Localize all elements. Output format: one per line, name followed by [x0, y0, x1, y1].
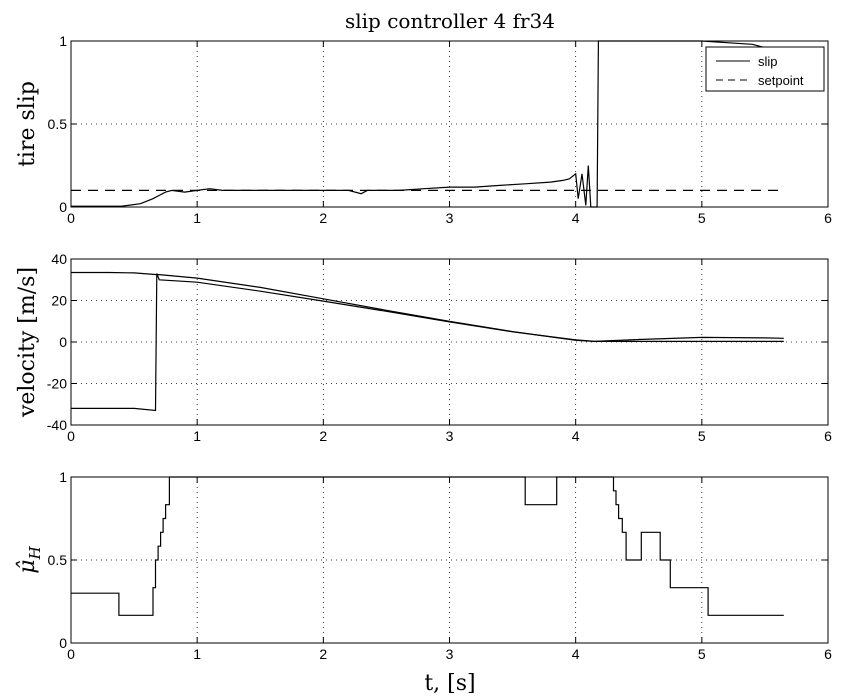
x-tick-label: 2	[319, 210, 327, 226]
x-tick-label: 1	[193, 428, 201, 444]
x-tick-label: 1	[193, 210, 201, 226]
legend-box	[705, 46, 825, 92]
y-tick-label: 0	[59, 635, 67, 651]
x-tick-label: 6	[824, 646, 832, 662]
x-tick-label: 4	[572, 646, 580, 662]
x-tick-label: 4	[572, 428, 580, 444]
panel-tire-slip: 0 1 2 3 4 5 6 0 0.5 1 tire slip slip setpoint	[15, 33, 832, 226]
series-line-series-1	[71, 273, 784, 412]
tick-labels: 0 1 2 3 4 5 6 0 0.5 1	[48, 469, 833, 662]
data-lines	[71, 271, 784, 412]
panel-mu-hat: 0 1 2 3 4 5 6 0 0.5 1 μ̂H	[15, 469, 832, 662]
axes-frame	[70, 476, 829, 644]
series-line-series-0	[71, 271, 784, 343]
x-tick-label: 0	[67, 646, 75, 662]
y-tick-label: -40	[47, 417, 67, 433]
x-tick-label: 0	[67, 428, 75, 444]
legend-label-setpoint: setpoint	[758, 73, 804, 88]
y-axis-label: velocity [m/s]	[15, 267, 40, 418]
x-tick-label: 1	[193, 646, 201, 662]
x-tick-label: 0	[67, 210, 75, 226]
mu-hat-symbol: μ̂	[15, 559, 40, 573]
panel-velocity: 0 1 2 3 4 5 6 -40 -20 0 20 40 velocity [m/s]	[15, 251, 832, 444]
x-tick-label: 3	[446, 428, 454, 444]
x-axis-label: t, [s]	[424, 671, 475, 696]
x-tick-label: 3	[446, 646, 454, 662]
figure-title: slip controller 4 fr34	[345, 9, 555, 33]
series-line-slip	[71, 40, 772, 208]
x-tick-label: 2	[319, 646, 327, 662]
x-tick-label: 2	[319, 428, 327, 444]
y-tick-label: 0.5	[48, 116, 68, 132]
x-tick-label: 5	[698, 646, 706, 662]
x-tick-label: 4	[572, 210, 580, 226]
x-tick-label: 5	[698, 210, 706, 226]
data-lines	[71, 40, 784, 208]
tick-labels: 0 1 2 3 4 5 6 -40 -20 0 20 40	[47, 251, 832, 444]
y-tick-label: 40	[51, 251, 67, 267]
y-axis-label: μ̂H	[15, 545, 44, 573]
y-tick-label: -20	[47, 376, 67, 392]
y-tick-label: 0.5	[48, 552, 68, 568]
y-tick-label: 1	[59, 469, 67, 485]
y-tick-label: 0	[59, 334, 67, 350]
grid-lines	[70, 40, 829, 208]
mu-hat-subscript: H	[26, 545, 44, 560]
grid-lines	[70, 476, 829, 644]
legend-label-slip: slip	[758, 54, 778, 69]
x-tick-label: 6	[824, 210, 832, 226]
legend: slip setpoint	[705, 46, 825, 92]
series-line-series-0	[71, 476, 784, 616]
x-tick-label: 3	[446, 210, 454, 226]
tick-labels: 0 1 2 3 4 5 6 0 0.5 1	[48, 33, 833, 226]
y-tick-label: 0	[59, 199, 67, 215]
data-lines	[71, 476, 784, 616]
y-tick-label: 20	[51, 293, 67, 309]
y-axis-label: tire slip	[15, 81, 40, 167]
x-tick-label: 5	[698, 428, 706, 444]
y-tick-label: 1	[59, 33, 67, 49]
x-tick-label: 6	[824, 428, 832, 444]
